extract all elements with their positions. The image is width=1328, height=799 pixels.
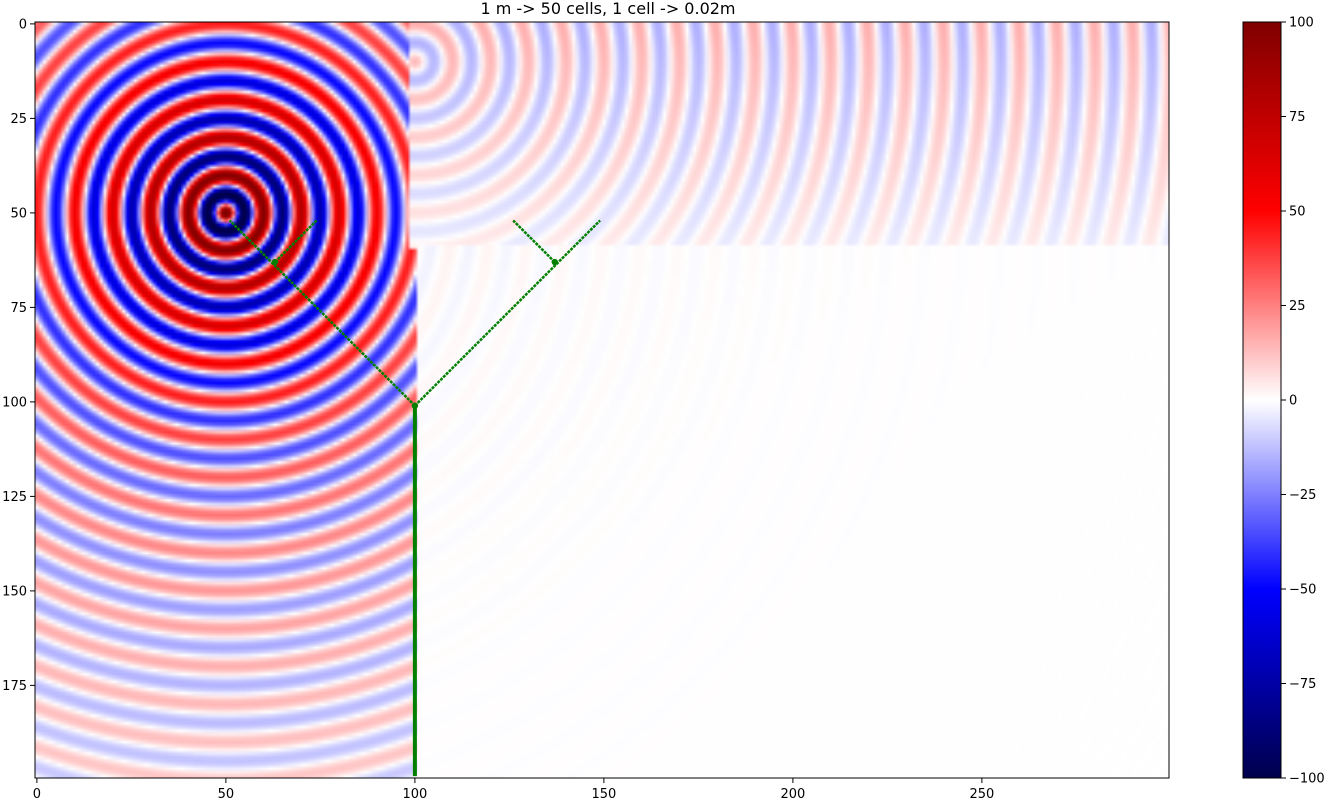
wall-structure <box>228 219 601 777</box>
y-axis: 0 25 50 75 100 125 150 175 <box>2 17 35 694</box>
y-tick-label: 0 <box>19 17 27 32</box>
y-tick-label: 175 <box>2 679 27 694</box>
colorbar-tick-label: −50 <box>1289 583 1316 598</box>
wall-segment-3 <box>274 219 318 263</box>
x-tick-label: 100 <box>402 787 427 799</box>
y-tick-label: 150 <box>2 584 27 599</box>
colorbar-tick-label: −25 <box>1289 488 1316 503</box>
wall-segment-2 <box>414 219 601 407</box>
x-tick-label: 250 <box>969 787 994 799</box>
wall-segment-1 <box>228 219 416 407</box>
wall-segment-4 <box>512 219 556 263</box>
y-tick-label: 25 <box>10 112 27 127</box>
wall-junction-0 <box>271 258 279 266</box>
colorbar-tick-label: 25 <box>1289 299 1306 314</box>
y-tick-label: 125 <box>2 490 27 505</box>
x-tick-label: 150 <box>591 787 616 799</box>
wall-junction-1 <box>551 258 558 266</box>
colorbar-tick-label: 100 <box>1289 16 1314 31</box>
wave-field-heatmap <box>35 22 1169 778</box>
wall-junction-2 <box>411 402 419 409</box>
x-tick-label: 50 <box>218 787 235 799</box>
colorbar-tick-label: 0 <box>1289 394 1297 409</box>
chart-title: 1 m -> 50 cells, 1 cell -> 0.02m <box>480 0 736 18</box>
x-axis: 0 50 100 150 200 250 <box>33 778 994 799</box>
plot-frame <box>34 21 1170 779</box>
colorbar-tick-label: 75 <box>1289 110 1306 125</box>
y-tick-label: 50 <box>10 206 27 221</box>
y-tick-label: 100 <box>2 395 27 410</box>
y-tick-label: 75 <box>10 301 27 316</box>
x-tick-label: 0 <box>33 787 41 799</box>
x-tick-label: 200 <box>780 787 805 799</box>
colorbar-gradient <box>1242 21 1282 779</box>
colorbar-tick-label: −75 <box>1289 677 1316 692</box>
colorbar-tick-label: 50 <box>1289 205 1306 220</box>
colorbar-tick-label: −100 <box>1289 772 1325 787</box>
